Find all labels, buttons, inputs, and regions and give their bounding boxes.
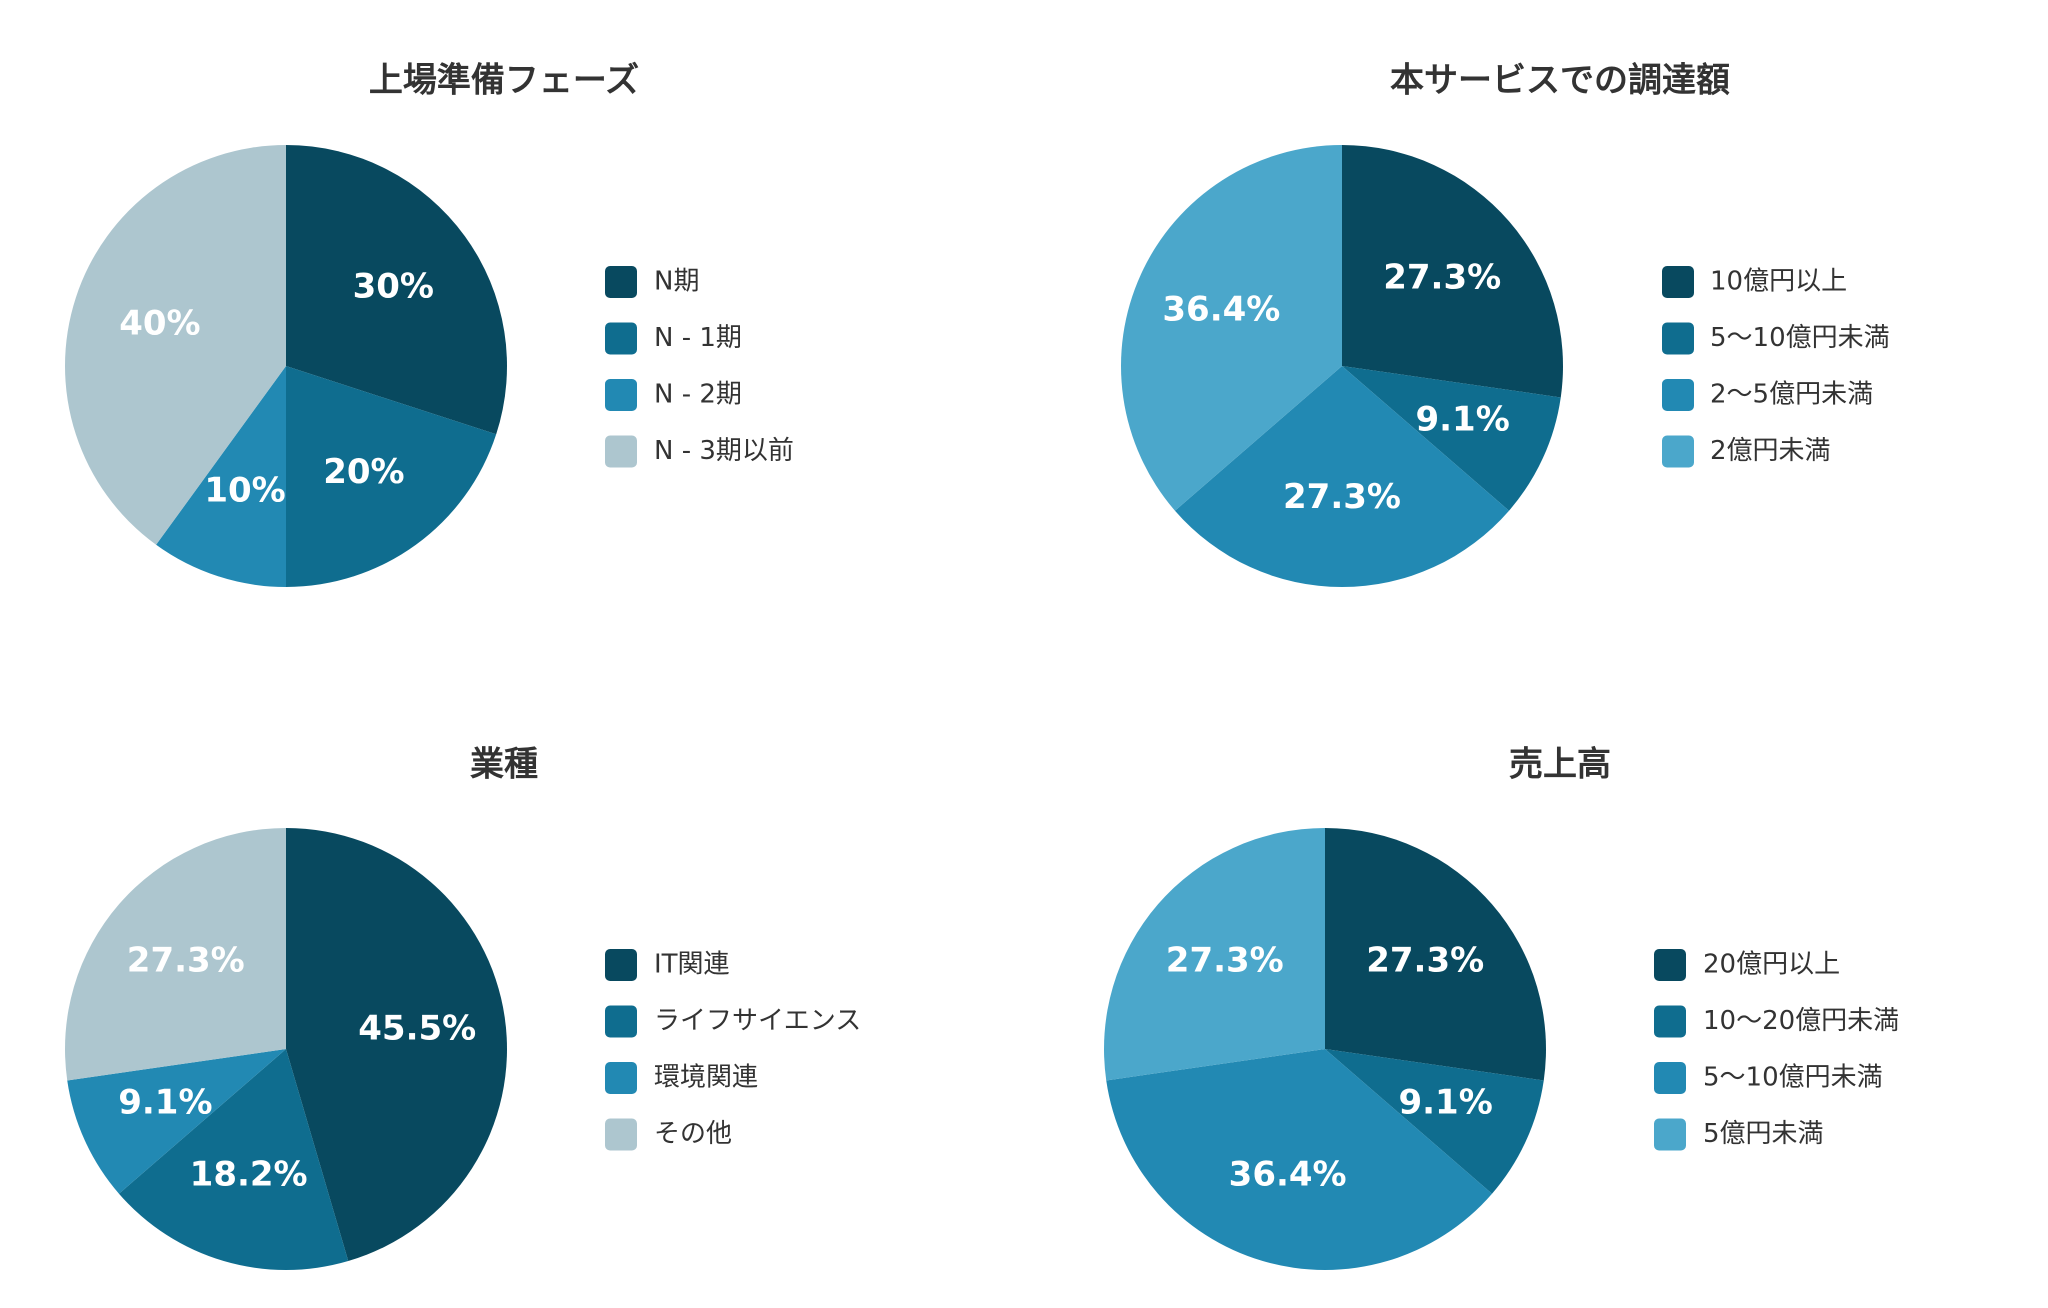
- data-label: 27.3%: [1283, 477, 1401, 517]
- pie-slice: [156, 366, 286, 587]
- legend-swatch: [1654, 949, 1686, 981]
- legend-label: IT関連: [654, 950, 730, 980]
- legend-swatch: [1662, 435, 1694, 468]
- legend-label: 10〜20億円未満: [1703, 1006, 1899, 1036]
- legend-label: その他: [654, 1119, 732, 1149]
- pie-slice: [1342, 366, 1561, 511]
- data-label: 36.4%: [1229, 1155, 1347, 1195]
- data-label: 9.1%: [118, 1083, 212, 1123]
- chart-title: 本サービスでの調達額: [1390, 61, 1730, 101]
- legend-swatch: [605, 949, 637, 981]
- pie-slice: [1325, 828, 1546, 1081]
- pie-slice: [1342, 145, 1563, 398]
- data-label: 10%: [204, 471, 285, 511]
- legend-label: N期: [654, 267, 699, 297]
- data-label: 27.3%: [1366, 941, 1484, 981]
- pie-slice: [1325, 1049, 1544, 1194]
- pie-slice: [1121, 145, 1342, 511]
- data-label: 27.3%: [1383, 258, 1501, 298]
- legend-swatch: [1654, 1005, 1686, 1038]
- legend-swatch: [605, 1118, 637, 1151]
- data-label: 18.2%: [190, 1155, 308, 1195]
- legend-swatch: [1654, 1118, 1686, 1151]
- legend-label: 5〜10億円未満: [1703, 1063, 1883, 1093]
- data-label: 45.5%: [358, 1009, 476, 1049]
- pie-slice: [67, 1049, 287, 1194]
- chart-title: 業種: [470, 745, 538, 785]
- legend-swatch: [605, 379, 637, 411]
- pie-slice: [64, 828, 286, 1081]
- legend-label: 10億円以上: [1710, 267, 1847, 297]
- legend-swatch: [605, 266, 637, 298]
- data-label: 20%: [323, 452, 404, 492]
- data-label: 36.4%: [1162, 289, 1280, 329]
- pie-slice: [1174, 366, 1510, 587]
- legend-swatch: [1662, 266, 1694, 298]
- pie-slice: [286, 145, 508, 435]
- pie-slice: [286, 828, 507, 1262]
- legend-label: ライフサイエンス: [654, 1006, 861, 1036]
- chart-title: 売上高: [1509, 745, 1611, 785]
- chart-title: 上場準備フェーズ: [369, 61, 639, 101]
- legend-label: 2〜5億円未満: [1710, 380, 1873, 410]
- pie-slice: [1106, 1049, 1493, 1270]
- data-label: 27.3%: [127, 941, 245, 981]
- pie-slice: [64, 145, 286, 545]
- legend-label: 20億円以上: [1703, 950, 1840, 980]
- data-label: 40%: [119, 304, 200, 344]
- legend-swatch: [605, 1062, 637, 1094]
- legend-label: 環境関連: [654, 1063, 758, 1093]
- data-label: 30%: [353, 267, 434, 307]
- legend-swatch: [605, 435, 637, 468]
- data-label: 27.3%: [1166, 941, 1284, 981]
- legend-label: 5億円未満: [1703, 1119, 1824, 1149]
- legend-label: N - 3期以前: [654, 436, 794, 466]
- legend-label: 2億円未満: [1710, 436, 1831, 466]
- legend-label: 5〜10億円未満: [1710, 323, 1890, 353]
- legend-label: N - 1期: [654, 323, 742, 353]
- legend-label: N - 2期: [654, 380, 742, 410]
- data-label: 9.1%: [1398, 1083, 1492, 1123]
- pie-slice: [286, 366, 497, 587]
- data-label: 9.1%: [1415, 400, 1509, 440]
- legend-swatch: [1654, 1062, 1686, 1094]
- pie-slice: [1104, 828, 1325, 1081]
- legend-swatch: [605, 1005, 637, 1038]
- legend-swatch: [1662, 322, 1694, 355]
- legend-swatch: [605, 322, 637, 355]
- pie-slice: [118, 1049, 349, 1270]
- legend-swatch: [1662, 379, 1694, 411]
